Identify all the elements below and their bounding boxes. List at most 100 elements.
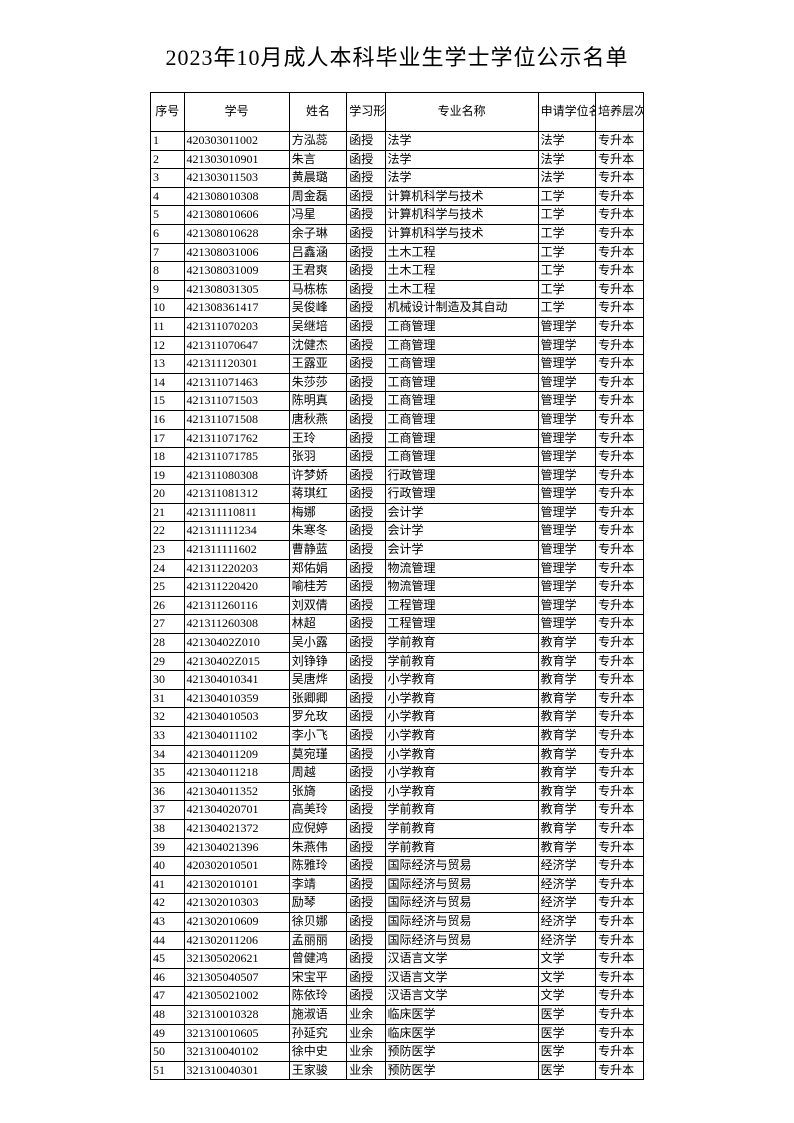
cell-name: 曾健鸿 [289,950,346,969]
cell-degree: 管理学 [538,615,595,634]
cell-level: 专升本 [596,299,644,318]
cell-degree: 教育学 [538,819,595,838]
cell-level: 专升本 [596,280,644,299]
table-row: 49321310010605孙延究业余临床医学医学专升本 [151,1024,644,1043]
cell-id: 421308031305 [184,280,289,299]
cell-mode: 业余 [347,1043,385,1062]
cell-id: 421311110811 [184,503,289,522]
cell-degree: 工学 [538,206,595,225]
cell-id: 421304020701 [184,801,289,820]
cell-name: 梅娜 [289,503,346,522]
cell-mode: 函授 [347,689,385,708]
table-row: 1420303011002方泓蕊函授法学法学专升本 [151,132,644,151]
cell-seq: 35 [151,764,185,783]
cell-id: 421311220203 [184,559,289,578]
cell-major: 行政管理 [385,485,538,504]
cell-id: 421311071463 [184,373,289,392]
cell-degree: 经济学 [538,894,595,913]
cell-mode: 函授 [347,466,385,485]
table-row: 42421302010303励琴函授国际经济与贸易经济学专升本 [151,894,644,913]
cell-degree: 文学 [538,950,595,969]
cell-name: 曹静蓝 [289,541,346,560]
cell-level: 专升本 [596,1061,644,1080]
cell-mode: 函授 [347,392,385,411]
cell-seq: 26 [151,596,185,615]
table-row: 50321310040102徐中史业余预防医学医学专升本 [151,1043,644,1062]
cell-name: 应倪婷 [289,819,346,838]
cell-level: 专升本 [596,355,644,374]
cell-name: 蒋琪红 [289,485,346,504]
cell-level: 专升本 [596,224,644,243]
cell-name: 朱言 [289,150,346,169]
cell-name: 沈健杰 [289,336,346,355]
cell-name: 李小飞 [289,727,346,746]
table-row: 47421305021002陈依玲函授汉语言文学文学专升本 [151,987,644,1006]
cell-major: 工商管理 [385,429,538,448]
cell-name: 吴俊峰 [289,299,346,318]
table-row: 22421311111234朱寒冬函授会计学管理学专升本 [151,522,644,541]
cell-id: 421311071508 [184,410,289,429]
cell-level: 专升本 [596,857,644,876]
cell-level: 专升本 [596,262,644,281]
cell-level: 专升本 [596,912,644,931]
header-name: 姓名 [289,93,346,132]
cell-name: 刘铮铮 [289,652,346,671]
table-row: 45321305020621曾健鸿函授汉语言文学文学专升本 [151,950,644,969]
cell-id: 421303010901 [184,150,289,169]
cell-seq: 5 [151,206,185,225]
cell-degree: 管理学 [538,522,595,541]
cell-major: 会计学 [385,522,538,541]
cell-id: 421304011218 [184,764,289,783]
cell-degree: 教育学 [538,838,595,857]
cell-mode: 函授 [347,280,385,299]
cell-degree: 管理学 [538,448,595,467]
cell-mode: 函授 [347,299,385,318]
cell-mode: 函授 [347,559,385,578]
cell-major: 学前教育 [385,838,538,857]
cell-level: 专升本 [596,708,644,727]
cell-name: 宋宝平 [289,968,346,987]
header-degree: 申请学位名称 [538,93,595,132]
cell-seq: 30 [151,671,185,690]
cell-level: 专升本 [596,578,644,597]
cell-id: 421305021002 [184,987,289,1006]
cell-degree: 法学 [538,169,595,188]
cell-degree: 法学 [538,132,595,151]
cell-seq: 17 [151,429,185,448]
cell-level: 专升本 [596,782,644,801]
cell-mode: 函授 [347,838,385,857]
cell-mode: 函授 [347,373,385,392]
cell-name: 励琴 [289,894,346,913]
cell-level: 专升本 [596,1005,644,1024]
cell-degree: 教育学 [538,671,595,690]
cell-seq: 10 [151,299,185,318]
cell-name: 朱寒冬 [289,522,346,541]
cell-name: 高美玲 [289,801,346,820]
cell-name: 罗允玫 [289,708,346,727]
cell-major: 法学 [385,150,538,169]
cell-major: 土木工程 [385,243,538,262]
table-row: 2421303010901朱言函授法学法学专升本 [151,150,644,169]
table-row: 19421311080308许梦娇函授行政管理管理学专升本 [151,466,644,485]
cell-major: 学前教育 [385,634,538,653]
table-row: 38421304021372应倪婷函授学前教育教育学专升本 [151,819,644,838]
cell-degree: 经济学 [538,912,595,931]
cell-seq: 15 [151,392,185,411]
cell-name: 朱燕伟 [289,838,346,857]
cell-seq: 13 [151,355,185,374]
cell-degree: 管理学 [538,596,595,615]
cell-level: 专升本 [596,1024,644,1043]
cell-degree: 教育学 [538,801,595,820]
cell-name: 孙延究 [289,1024,346,1043]
cell-id: 421308010628 [184,224,289,243]
table-row: 40420302010501陈雅玲函授国际经济与贸易经济学专升本 [151,857,644,876]
cell-mode: 函授 [347,187,385,206]
table-row: 39421304021396朱燕伟函授学前教育教育学专升本 [151,838,644,857]
cell-mode: 函授 [347,410,385,429]
cell-seq: 4 [151,187,185,206]
cell-seq: 21 [151,503,185,522]
cell-major: 会计学 [385,541,538,560]
table-row: 34421304011209莫宛瑾函授小学教育教育学专升本 [151,745,644,764]
cell-id: 421311220420 [184,578,289,597]
cell-seq: 45 [151,950,185,969]
